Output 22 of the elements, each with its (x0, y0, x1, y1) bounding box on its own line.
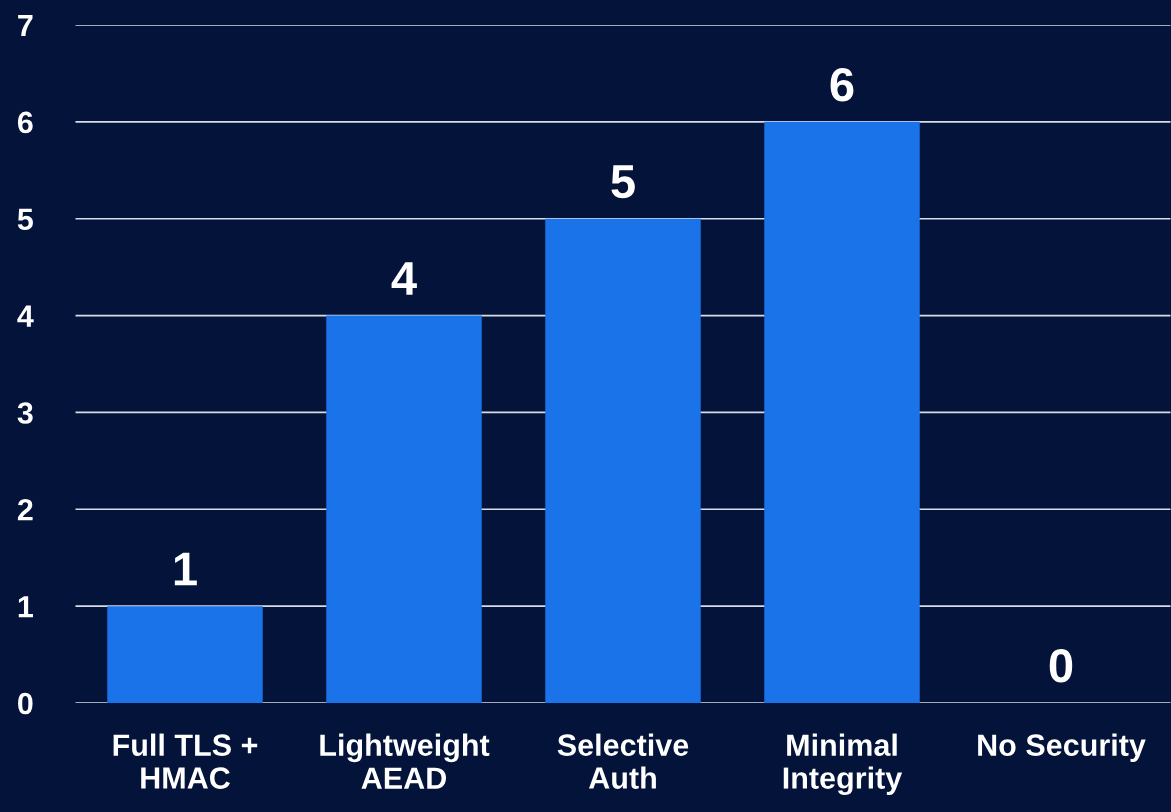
y-tick-label: 0 (18, 692, 33, 715)
data-label: 0 (1049, 649, 1073, 683)
x-tick-label: Minimal Integrity (783, 733, 903, 796)
x-tick-label: No Security (978, 733, 1146, 763)
x-tick-label: Lightweight AEAD (320, 733, 490, 789)
y-tick-label: 2 (17, 499, 33, 521)
y-tick-label: 3 (17, 402, 33, 424)
y-tick-label: 6 (17, 111, 33, 134)
data-label: 1 (174, 552, 197, 586)
y-tick-label: 7 (18, 15, 33, 37)
x-tick-label: Selective Auth (557, 733, 689, 789)
y-tick-label: 1 (18, 596, 33, 618)
bar (545, 218, 701, 703)
data-label: 6 (830, 67, 854, 102)
y-tick-label: 5 (17, 208, 33, 231)
x-tick-label: Full TLS + HMAC (113, 733, 258, 789)
bar (326, 315, 482, 703)
y-tick-label: 4 (17, 305, 34, 327)
data-label: 4 (391, 262, 417, 295)
bar (107, 606, 263, 703)
data-label: 5 (611, 165, 635, 199)
bar (764, 121, 920, 703)
